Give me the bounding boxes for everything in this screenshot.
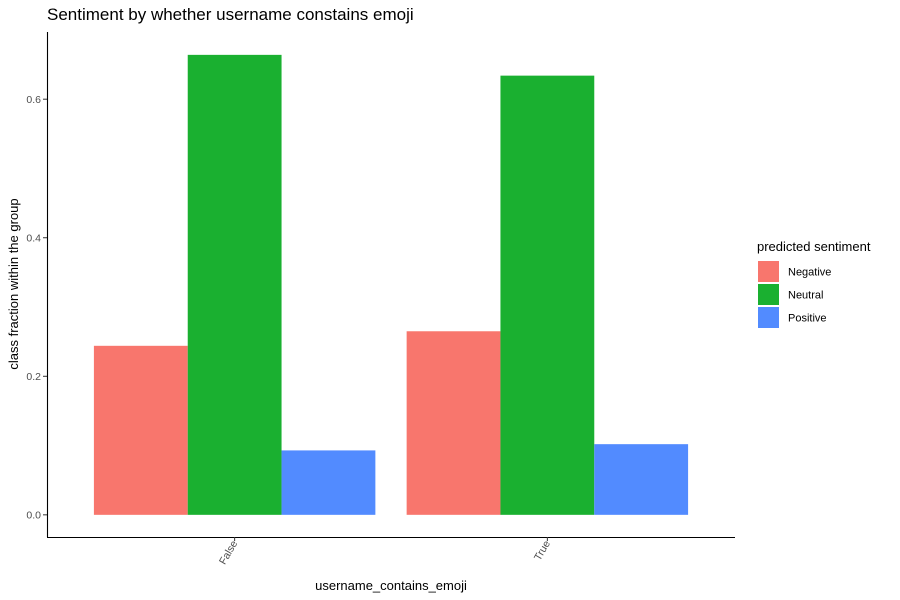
legend-key-positive <box>758 307 779 328</box>
legend-label-negative: Negative <box>788 267 831 279</box>
bar-true-neutral <box>500 75 595 515</box>
legend-label-positive: Positive <box>788 313 827 325</box>
bars <box>93 54 689 515</box>
y-tick-label: 0.2 <box>26 371 41 383</box>
bar-false-neutral <box>187 54 282 515</box>
x-tick-label: True <box>532 538 553 562</box>
y-axis-title: class fraction within the group <box>6 198 21 369</box>
bar-true-positive <box>594 444 689 515</box>
bar-false-negative <box>93 345 188 515</box>
legend: predicted sentiment Negative Neutral Posit… <box>757 239 871 328</box>
legend-items: Negative Neutral Positive <box>758 261 831 328</box>
bar-false-positive <box>281 450 376 515</box>
legend-key-negative <box>758 261 779 282</box>
x-axis-title: username_contains_emoji <box>315 578 467 593</box>
legend-title: predicted sentiment <box>757 239 871 254</box>
bar-true-negative <box>406 331 501 515</box>
x-axis-ticks: False True <box>217 537 553 567</box>
y-tick-label: 0.4 <box>26 233 41 245</box>
legend-label-neutral: Neutral <box>788 290 823 302</box>
x-tick-label: False <box>217 538 240 566</box>
y-tick-label: 0.0 <box>26 510 41 522</box>
legend-key-neutral <box>758 284 779 305</box>
y-axis-ticks: 0.0 0.2 0.4 0.6 <box>26 94 47 522</box>
chart-title: Sentiment by whether username constains … <box>47 5 414 24</box>
y-tick-label: 0.6 <box>26 94 41 106</box>
